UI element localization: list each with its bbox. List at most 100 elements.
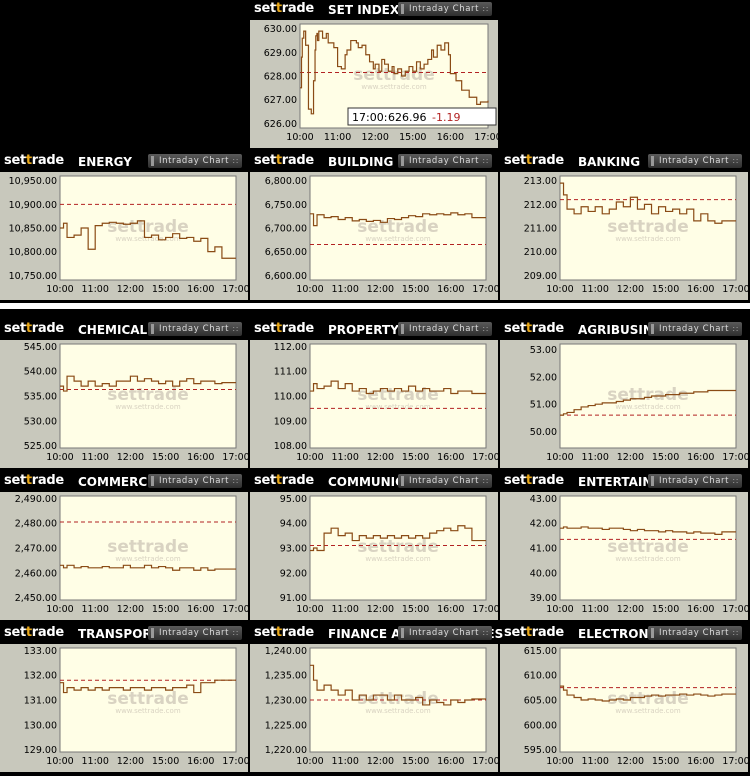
x-tick-label: 15:00 bbox=[402, 284, 429, 295]
logo-part: rade bbox=[281, 473, 314, 488]
y-tick-label: 110.00 bbox=[274, 392, 307, 403]
x-tick-label: 12:00 bbox=[617, 284, 644, 295]
settrade-logo: settrade bbox=[504, 625, 564, 640]
x-tick-label: 12:00 bbox=[367, 452, 394, 463]
intraday-chart-button[interactable]: Intraday Chart bbox=[648, 322, 742, 336]
watermark-text: settrade bbox=[107, 537, 188, 557]
x-tick-label: 17:00 bbox=[472, 604, 498, 615]
x-tick-label: 15:00 bbox=[152, 452, 179, 463]
x-tick-label: 17:00 bbox=[722, 604, 748, 615]
x-tick-label: 15:00 bbox=[152, 756, 179, 767]
chart-frame: settrade www.settrade.com 615.00 610.00 605.… bbox=[500, 644, 750, 772]
intraday-chart-button[interactable]: Intraday Chart bbox=[648, 626, 742, 640]
intraday-chart-button[interactable]: Intraday Chart bbox=[148, 154, 242, 168]
y-tick-label: 43.00 bbox=[530, 494, 557, 505]
row-separator bbox=[0, 303, 750, 309]
x-tick-label: 15:00 bbox=[652, 756, 679, 767]
plot-area bbox=[559, 647, 737, 753]
y-tick-label: 1,235.00 bbox=[265, 671, 307, 682]
intraday-chart-button[interactable]: Intraday Chart bbox=[148, 626, 242, 640]
x-tick-label: 12:00 bbox=[367, 284, 394, 295]
logo-part: t bbox=[525, 321, 532, 336]
watermark-subtext: www.settrade.com bbox=[365, 235, 430, 243]
intraday-chart-button[interactable]: Intraday Chart bbox=[648, 474, 742, 488]
chart-frame: settrade www.settrade.com 213.00 212.00 211.… bbox=[500, 172, 750, 300]
x-tick-label: 10:00 bbox=[546, 756, 573, 767]
logo-part: t bbox=[525, 625, 532, 640]
y-tick-label: 10,750.00 bbox=[9, 271, 57, 282]
y-tick-label: 39.00 bbox=[530, 593, 557, 604]
x-tick-label: 11:00 bbox=[582, 452, 609, 463]
x-tick-label: 17:00 bbox=[222, 756, 248, 767]
logo-part: t bbox=[275, 1, 282, 16]
watermark-subtext: www.settrade.com bbox=[115, 235, 180, 243]
x-tick-label: 12:00 bbox=[362, 132, 389, 143]
x-tick-label: 10:00 bbox=[296, 452, 323, 463]
logo-part: rade bbox=[281, 1, 314, 16]
y-tick-label: 109.00 bbox=[274, 416, 307, 427]
intraday-chart-button[interactable]: Intraday Chart bbox=[148, 474, 242, 488]
logo-part: rade bbox=[281, 625, 314, 640]
x-tick-label: 12:00 bbox=[617, 452, 644, 463]
intraday-chart-button[interactable]: Intraday Chart bbox=[648, 154, 742, 168]
price-line bbox=[310, 212, 486, 227]
y-tick-label: 10,850.00 bbox=[9, 224, 57, 235]
settrade-logo: settrade bbox=[504, 321, 564, 336]
logo-part: rade bbox=[531, 473, 564, 488]
x-tick-label: 16:00 bbox=[437, 756, 464, 767]
intraday-chart-button[interactable]: Intraday Chart bbox=[398, 322, 492, 336]
intraday-chart-button[interactable]: Intraday Chart bbox=[398, 2, 492, 16]
x-tick-label: 17:00 bbox=[472, 284, 498, 295]
intraday-chart-button[interactable]: Intraday Chart bbox=[148, 322, 242, 336]
y-tick-label: 610.00 bbox=[524, 671, 557, 682]
x-tick-label: 11:00 bbox=[582, 756, 609, 767]
watermark-subtext: www.settrade.com bbox=[115, 707, 180, 715]
y-tick-label: 1,240.00 bbox=[265, 646, 307, 657]
logo-part: set bbox=[4, 625, 26, 640]
x-tick-label: 11:00 bbox=[332, 452, 359, 463]
chart-header: settrade ENTERTAINMENT Intraday Chart bbox=[500, 472, 748, 490]
logo-part: t bbox=[25, 153, 32, 168]
watermark-text: settrade bbox=[357, 385, 438, 405]
logo-part: set bbox=[504, 321, 526, 336]
y-tick-label: 111.00 bbox=[274, 367, 307, 378]
settrade-logo: settrade bbox=[4, 473, 64, 488]
plot-area bbox=[59, 175, 237, 281]
x-tick-label: 10:00 bbox=[296, 604, 323, 615]
x-tick-label: 11:00 bbox=[332, 756, 359, 767]
logo-part: set bbox=[4, 473, 26, 488]
x-tick-label: 12:00 bbox=[117, 452, 144, 463]
intraday-chart-button[interactable]: Intraday Chart bbox=[398, 154, 492, 168]
settrade-logo: settrade bbox=[4, 153, 64, 168]
x-tick-label: 12:00 bbox=[367, 756, 394, 767]
y-tick-label: 2,450.00 bbox=[15, 593, 57, 604]
x-tick-label: 12:00 bbox=[617, 604, 644, 615]
y-tick-label: 2,470.00 bbox=[15, 544, 57, 555]
intraday-chart-button[interactable]: Intraday Chart bbox=[398, 626, 492, 640]
watermark-text: settrade bbox=[107, 217, 188, 237]
x-tick-label: 16:00 bbox=[687, 604, 714, 615]
x-tick-label: 15:00 bbox=[402, 452, 429, 463]
x-tick-label: 11:00 bbox=[82, 284, 109, 295]
y-tick-label: 212.00 bbox=[524, 200, 557, 211]
x-tick-label: 17:00 bbox=[722, 284, 748, 295]
logo-part: t bbox=[275, 473, 282, 488]
y-tick-label: 52.00 bbox=[530, 372, 557, 383]
chart-header: settrade PROPERTY Intraday Chart bbox=[250, 320, 498, 338]
price-line bbox=[60, 679, 236, 694]
logo-part: set bbox=[504, 473, 526, 488]
chart-title: ENERGY bbox=[78, 155, 132, 169]
x-tick-label: 17:00 bbox=[474, 132, 498, 143]
plot-area bbox=[59, 343, 237, 449]
x-tick-label: 17:00 bbox=[222, 284, 248, 295]
intraday-chart-button[interactable]: Intraday Chart bbox=[398, 474, 492, 488]
y-tick-label: 1,230.00 bbox=[265, 696, 307, 707]
watermark-subtext: www.settrade.com bbox=[615, 707, 680, 715]
price-line bbox=[60, 564, 236, 571]
logo-part: set bbox=[254, 153, 276, 168]
y-tick-label: 53.00 bbox=[530, 345, 557, 356]
